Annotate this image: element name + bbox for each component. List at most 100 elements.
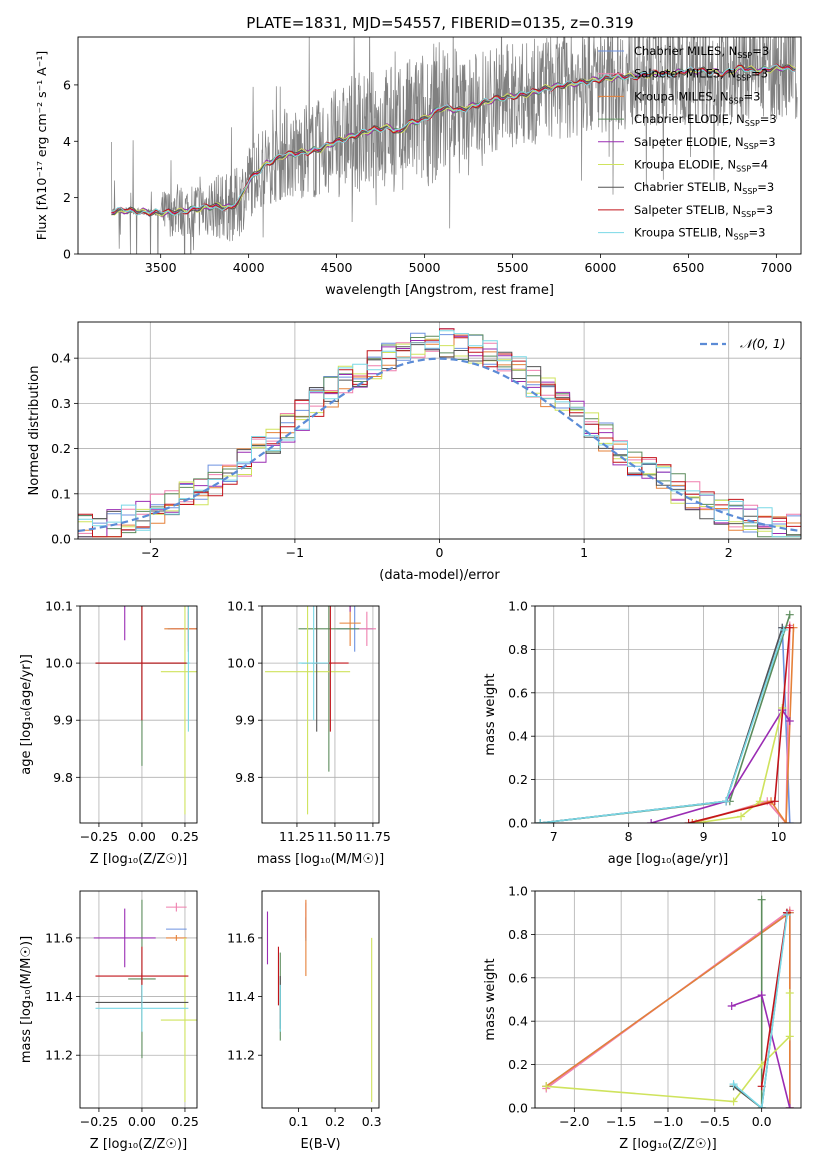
y-tick-label: 11.2 (227, 1048, 255, 1063)
x-tick-label: 4500 (321, 260, 353, 275)
x-tick-label: 2 (725, 545, 733, 560)
x-axis-label: Z [log₁₀(Z/Z☉)] (619, 1137, 716, 1152)
legend-label: Chabrier STELIB, N (634, 180, 742, 194)
legend-count: =3 (749, 226, 766, 240)
y-tick-label: 0 (63, 247, 71, 262)
y-axis-label: Flux [fλ10⁻¹⁷ erg cm⁻² s⁻¹ A⁻¹] (34, 51, 49, 240)
series-marker (782, 910, 791, 919)
panel-mass-weight-vs-z: −2.0 −1.5 −1.0 −0.5 0.0 0.0 0.2 0.4 0.6 0.8 1.0 Z [… (483, 884, 802, 1152)
series-marker (737, 812, 746, 821)
y-tick-label: 11.4 (45, 989, 73, 1004)
x-axis-label: age [log₁₀(age/yr)] (608, 852, 729, 867)
x-tick-label: −2 (141, 545, 159, 560)
y-axis-label: mass [log₁₀(M/M☉)] (19, 936, 34, 1063)
axes-frame (79, 605, 198, 824)
y-tick-label: 0.2 (51, 441, 71, 456)
x-tick-label: 6000 (585, 260, 617, 275)
series-marker (785, 717, 794, 726)
legend-count: =3 (759, 135, 776, 149)
series-marker (782, 819, 791, 823)
plot-content (265, 606, 376, 815)
y-tick-label: 0.4 (51, 351, 71, 366)
legend-subscript: SSP (745, 119, 760, 128)
legend-label: Chabrier MILES, N (634, 44, 737, 58)
legend-count: =3 (744, 89, 761, 103)
series-marker (684, 819, 693, 823)
y-tick-label: 9.8 (53, 770, 73, 785)
x-tick-label: −1.5 (606, 1114, 636, 1129)
y-tick-label: 9.9 (235, 713, 255, 728)
x-tick-label: 0.1 (289, 1114, 309, 1129)
series-marker (688, 819, 697, 823)
legend-subscript: SSP (729, 96, 744, 105)
x-tick-label: 11.75 (355, 829, 391, 844)
legend-subscript: SSP (742, 187, 757, 196)
legend-entry-salpeter-stelib: Salpeter STELIB, NSSP=3 (634, 203, 773, 219)
x-tick-label: 5000 (409, 260, 441, 275)
series-marker (779, 625, 788, 634)
y-tick-label: 0.4 (508, 729, 528, 744)
plot-content (542, 895, 794, 1108)
axes-frame (261, 890, 380, 1109)
x-axis-label: Z [log₁₀(Z/Z☉)] (90, 1137, 187, 1152)
series-line (733, 914, 788, 1108)
x-axis-label: E(B-V) (300, 1137, 340, 1152)
point-kroupa-elodie (160, 937, 197, 1103)
model-salpeter-stelib (111, 63, 796, 216)
y-tick-label: 0.0 (508, 1101, 528, 1116)
y-tick-label: 0.1 (51, 486, 71, 501)
series-kroupa-stelib (729, 910, 791, 1108)
axes-frame (261, 605, 380, 824)
series-marker (785, 1032, 794, 1041)
y-tick-label: 1.0 (508, 599, 528, 614)
series-marker (770, 797, 779, 806)
y-tick-label: 0.4 (508, 1014, 528, 1029)
x-tick-label: 5500 (497, 260, 529, 275)
panel-mass-vs-e-b-v-: 0.1 0.2 0.3 11.2 11.4 11.6 E(B-V) (227, 890, 382, 1152)
series-marker (785, 623, 794, 632)
x-tick-label: 9 (700, 829, 708, 844)
legend-entry-chabrier-elodie: Chabrier ELODIE, NSSP=3 (634, 112, 777, 128)
legend-entry-kroupa-elodie: Kroupa ELODIE, NSSP=4 (634, 158, 768, 174)
y-tick-label: 11.6 (227, 930, 255, 945)
x-tick-label: −0.5 (700, 1114, 730, 1129)
point-kroupa-elodie (160, 606, 197, 815)
series-marker (722, 797, 731, 806)
x-tick-label: 0.00 (128, 829, 156, 844)
x-tick-label: 0.00 (128, 1114, 156, 1129)
plot-content (95, 606, 197, 815)
plot-content (266, 899, 373, 1103)
plot-content (78, 328, 801, 538)
x-tick-label: 11.25 (279, 829, 315, 844)
legend-label: Kroupa MILES, N (634, 89, 729, 103)
plot-content (111, 37, 798, 254)
series-marker (729, 1080, 738, 1089)
legend-count: =4 (751, 158, 768, 172)
panel-age-vs-z: −0.25 0.00 0.25 9.8 9.9 10.0 10.1 Z [log₁₀(Z/Z☉… (19, 599, 199, 868)
x-tick-label: 11.50 (317, 829, 353, 844)
y-axis-label: Normed distribution (27, 366, 42, 496)
plot-content (93, 899, 197, 1103)
legend-label: Salpeter MILES, N (634, 67, 736, 81)
y-tick-label: 0.0 (508, 816, 528, 831)
y-tick-label: 4 (63, 134, 71, 149)
x-tick-label: 0.3 (362, 1114, 382, 1129)
x-tick-label: −0.25 (80, 1114, 118, 1129)
legend-entry-kroupa-miles: Kroupa MILES, NSSP=3 (634, 89, 760, 105)
legend-label: Salpeter STELIB, N (634, 203, 741, 217)
y-axis-label: mass weight (483, 958, 498, 1040)
legend-subscript: SSP (737, 51, 752, 60)
y-tick-label: 0.6 (508, 970, 528, 985)
series-salpeter-stelib (684, 623, 794, 823)
legend-label: Chabrier ELODIE, N (634, 112, 745, 126)
x-tick-label: 8 (625, 829, 633, 844)
axes-frame (79, 890, 198, 1109)
observed-spectrum (111, 37, 798, 254)
series-marker (757, 895, 766, 904)
series-marker (729, 1097, 738, 1106)
point-kroupa-elodie (265, 606, 351, 815)
axes-frame (77, 321, 802, 540)
series-salpeter-elodie (727, 991, 794, 1108)
legend-label: Kroupa ELODIE, N (634, 158, 736, 172)
